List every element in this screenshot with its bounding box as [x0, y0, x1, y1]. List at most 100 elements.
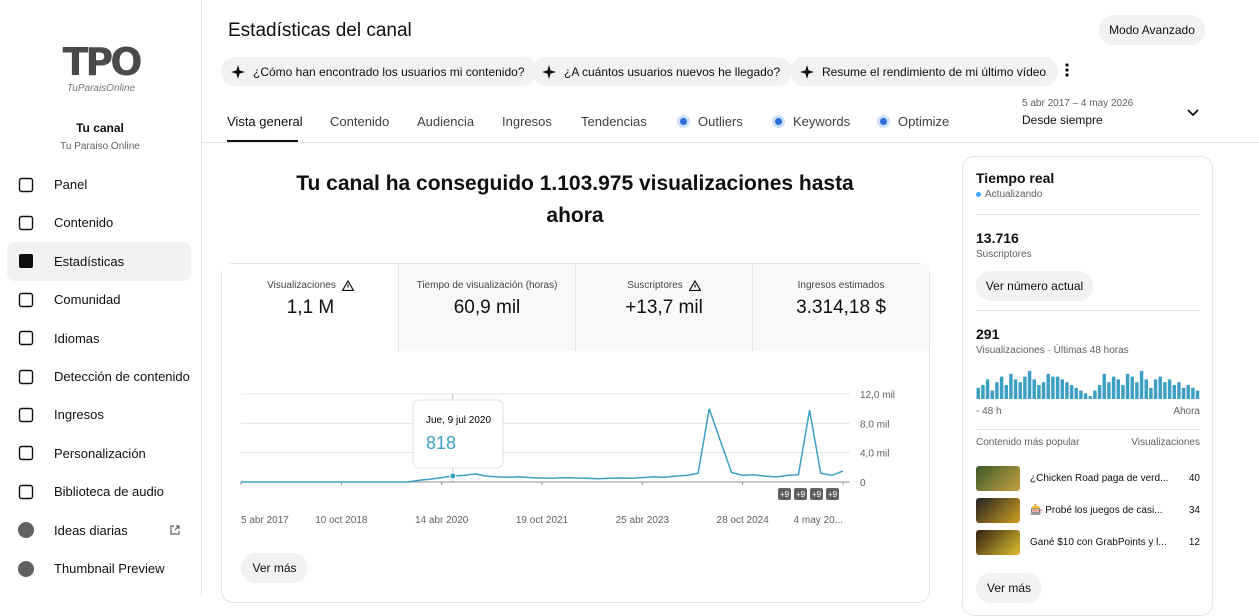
current-count-button[interactable]: Ver número actual — [976, 271, 1093, 301]
bar — [995, 382, 999, 399]
more-menu[interactable] — [1060, 62, 1074, 78]
bar — [1069, 385, 1074, 399]
logo-subtitle: TuParaisOnline — [66, 83, 136, 94]
metric-tab[interactable]: Ingresos estimados 3.314,18 $ — [752, 264, 929, 351]
tab[interactable]: Ingresos — [502, 114, 552, 129]
tab[interactable]: Audiencia — [417, 114, 474, 129]
nav-item[interactable]: Personalización — [7, 434, 191, 473]
x-tick-label: 5 abr 2017 — [241, 515, 289, 526]
nav-label: Idiomas — [54, 330, 100, 346]
advanced-mode-button[interactable]: Modo Avanzado — [1099, 15, 1205, 45]
metric-value: 60,9 mil — [453, 297, 521, 318]
bar — [1181, 387, 1186, 399]
subscriber-label: Suscriptores — [976, 249, 1032, 260]
bar — [1172, 385, 1176, 399]
metric-tab[interactable]: Visualizaciones 1,1 M — [222, 264, 399, 351]
metric-tab[interactable]: Suscriptores +13,7 mil — [575, 264, 752, 351]
views-line — [241, 408, 844, 483]
icon-shape — [18, 522, 34, 539]
bar — [1093, 390, 1097, 399]
bar — [1163, 382, 1167, 399]
metric-label: Visualizaciones — [267, 279, 336, 291]
annotation-marker[interactable] — [778, 488, 791, 500]
bar — [1037, 385, 1041, 399]
nav-item[interactable]: Idiomas — [7, 319, 191, 358]
nav-item[interactable]: Panel — [7, 165, 191, 204]
bar — [985, 379, 990, 399]
nav-label: Biblioteca de audio — [54, 484, 164, 500]
video-title[interactable]: 🎰 Probé los juegos de casi... — [1030, 505, 1163, 516]
nav-item[interactable]: Thumbnail Preview — [7, 549, 191, 588]
bar — [1074, 387, 1078, 399]
date-label[interactable]: Desde siempre — [1022, 113, 1103, 127]
nav-item[interactable]: Ideas diarias — [7, 511, 191, 550]
tab-label: Keywords — [793, 114, 851, 129]
bar — [976, 387, 980, 399]
range-end: Ahora — [1173, 406, 1200, 417]
video-title[interactable]: ¿Chicken Road paga de verd... — [1030, 473, 1169, 484]
tab[interactable]: Vista general — [227, 114, 303, 129]
tab[interactable]: Optimize — [877, 114, 949, 129]
y-tick-label: 12,0 mil — [860, 390, 895, 401]
suggestion-chip[interactable]: Resume el rendimiento de mi último vídeo — [790, 57, 1059, 86]
video-title[interactable]: Gané $10 con GrabPoints y l... — [1030, 537, 1167, 548]
x-tick-label: 10 oct 2018 — [315, 515, 368, 526]
video-thumbnail[interactable] — [976, 530, 1020, 555]
metric-value: 3.314,18 $ — [796, 297, 886, 318]
tab[interactable]: Outliers — [677, 114, 743, 129]
bar — [1027, 371, 1032, 399]
bar — [1065, 382, 1069, 399]
annotation-marker[interactable] — [794, 488, 807, 500]
bar — [1107, 382, 1111, 399]
nav-icon — [18, 560, 34, 577]
nav-label: Ingresos — [54, 407, 104, 423]
icon-shape — [18, 560, 34, 577]
video-views: 12 — [1188, 537, 1200, 548]
y-tick-label: 0 — [860, 478, 866, 489]
y-tick-label: 8,0 mil — [860, 419, 889, 430]
nav-item[interactable]: Comunidad — [7, 280, 191, 319]
tab-label: Tendencias — [581, 114, 647, 129]
nav-item[interactable]: Contenido — [7, 203, 191, 242]
x-tick-label: 14 abr 2020 — [415, 515, 469, 526]
divider — [976, 310, 1200, 311]
metric-tab[interactable]: Tiempo de visualización (horas) 60,9 mil — [398, 264, 575, 351]
logo[interactable]: TPO — [62, 40, 142, 84]
external-link-icon — [170, 525, 180, 535]
tab-label: Outliers — [698, 114, 743, 129]
nav-item[interactable]: Biblioteca de audio — [7, 472, 191, 511]
video-thumbnail[interactable] — [976, 466, 1020, 491]
bar — [1153, 379, 1158, 399]
tab[interactable]: Tendencias — [581, 114, 647, 129]
video-thumbnail[interactable] — [976, 498, 1020, 523]
icon-shape — [18, 177, 34, 192]
tab[interactable]: Keywords — [772, 114, 850, 129]
dropdown-arrow[interactable] — [1186, 108, 1200, 118]
bar — [999, 376, 1004, 399]
channel-title: Tu canal — [76, 121, 124, 135]
suggestion-text: Resume el rendimiento de mi último vídeo — [822, 64, 1047, 79]
sidebar: TPO TuParaisOnline Tu canal Tu Paraiso O… — [0, 0, 202, 596]
bar — [1079, 390, 1083, 399]
annotation-marker[interactable] — [810, 488, 823, 500]
x-tick-label: 4 may 20... — [794, 515, 843, 526]
bar — [1158, 376, 1162, 399]
tooltip-date: Jue, 9 jul 2020 — [426, 415, 491, 426]
nav-item[interactable]: Ingresos — [7, 395, 191, 434]
annotation-marker[interactable] — [826, 488, 839, 500]
see-more-button[interactable]: Ver más — [241, 553, 308, 583]
date-range: 5 abr 2017 – 4 may 2026 — [1022, 98, 1134, 109]
realtime-bar-chart — [976, 371, 1200, 399]
bar — [1032, 379, 1036, 399]
realtime-see-more[interactable]: Ver más — [976, 573, 1042, 603]
tab[interactable]: Contenido — [330, 114, 389, 129]
suggestion-chip[interactable]: ¿A cuántos usuarios nuevos he llegado? — [532, 57, 793, 86]
suggestion-text: ¿Cómo han encontrado los usuarios mi con… — [253, 64, 525, 79]
realtime-card: Tiempo real Actualizando 13.716 Suscript… — [962, 156, 1213, 616]
nav-item[interactable]: Detección de contenido — [7, 357, 191, 396]
nav-item[interactable]: Estadísticas — [7, 241, 191, 281]
suggestion-chip[interactable]: ¿Cómo han encontrado los usuarios mi con… — [221, 57, 537, 86]
nav-icon — [18, 369, 34, 384]
warning-icon — [341, 279, 354, 291]
tab-label: Vista general — [227, 114, 303, 129]
